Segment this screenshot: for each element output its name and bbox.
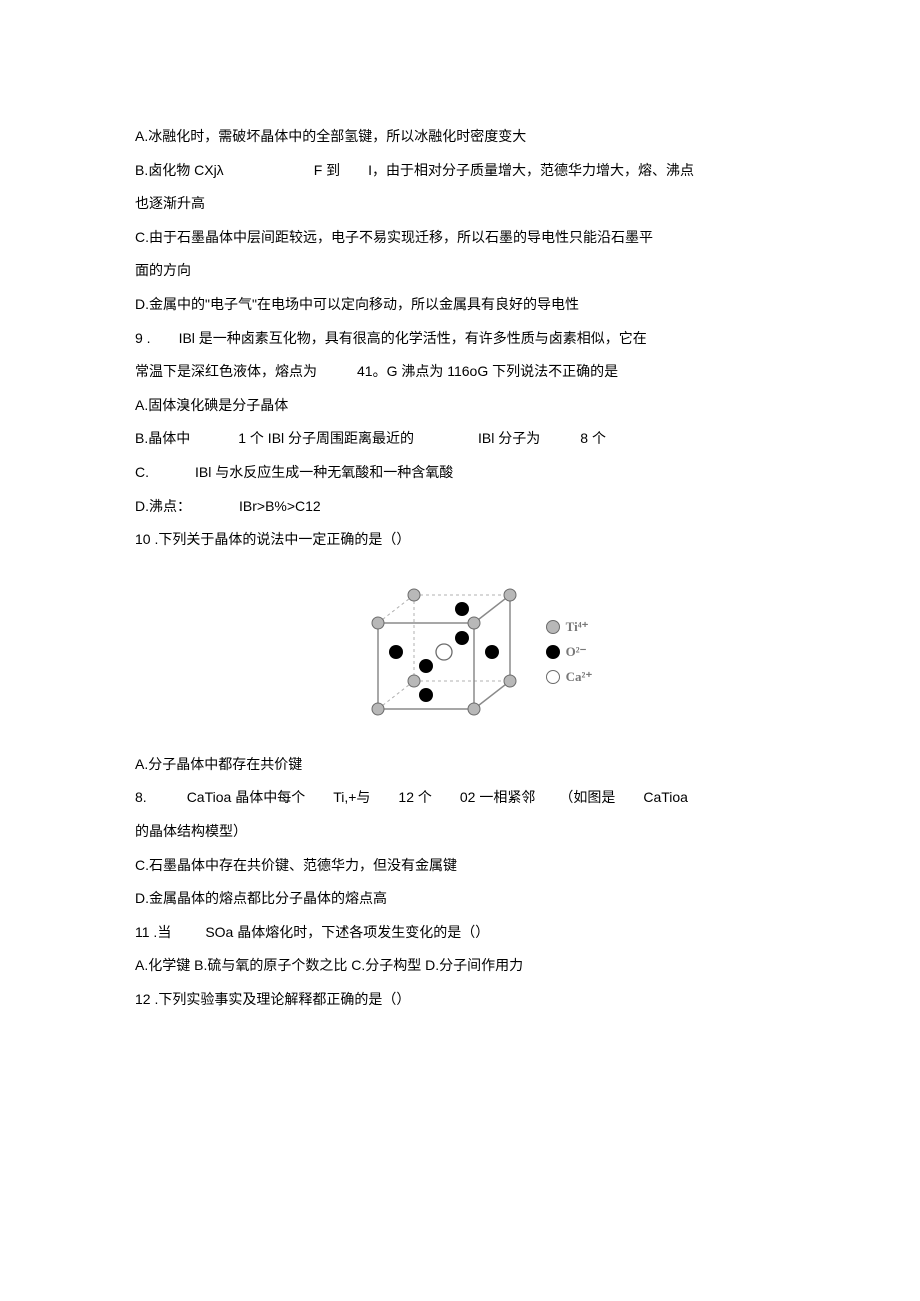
text-span: I，由于相对分子质量增大，范德华力增大，熔、沸点: [368, 162, 694, 178]
text-span: IBl 与水反应生成一种无氧酸和一种含氧酸: [195, 464, 453, 480]
q11-number: 11 .当: [135, 924, 171, 940]
legend-ca-icon: [546, 670, 560, 684]
text-span: 8.: [135, 789, 147, 805]
question-10: 10 .下列关于晶体的说法中一定正确的是（）: [135, 523, 785, 557]
crystal-cube-diagram: [358, 585, 528, 720]
option-c-q8-line1: C.由于石墨晶体中层间距较远，电子不易实现迁移，所以石墨的导电性只能沿石墨平: [135, 221, 785, 255]
question-9-line1: 9 . IBl 是一种卤素互化物，具有很高的化学活性，有许多性质与卤素相似，它在: [135, 322, 785, 356]
text-span: IBl 分子为: [478, 430, 540, 446]
question-11: 11 .当 SOa 晶体熔化时，下述各项发生变化的是（）: [135, 916, 785, 950]
option-d-q9: D.沸点： IBr>B%>C12: [135, 490, 785, 524]
text-span: CaTioa 晶体中每个: [187, 789, 306, 805]
legend-ca: Ca²⁺: [546, 667, 593, 688]
text-span: D.沸点：: [135, 498, 191, 514]
crystal-figure-wrap: Ti⁴⁺ O²⁻ Ca²⁺: [135, 585, 785, 720]
q11-text: SOa 晶体熔化时，下述各项发生变化的是（）: [205, 924, 489, 940]
legend-o-icon: [546, 645, 560, 659]
q11-options: A.化学键 B.硫与氧的原子个数之比 C.分子构型 D.分子间作用力: [135, 949, 785, 983]
option-b-q10-line2: 的晶体结构模型）: [135, 815, 785, 849]
option-a-q9: A.固体溴化碘是分子晶体: [135, 389, 785, 423]
option-a-q10: A.分子晶体中都存在共价键: [135, 748, 785, 782]
q12-text: 12 .下列实验事实及理论解释都正确的是（）: [135, 991, 410, 1007]
text-span: B.晶体中: [135, 430, 190, 446]
option-b-q9: B.晶体中 1 个 IBl 分子周围距离最近的 IBl 分子为 8 个: [135, 422, 785, 456]
q9-number: 9 .: [135, 322, 151, 356]
option-b-q8-line1: B.卤化物 CXjλ F 到 I，由于相对分子质量增大，范德华力增大，熔、沸点: [135, 154, 785, 188]
q9-text2a: 常温下是深红色液体，熔点为: [135, 363, 317, 379]
option-b-q8-line2: 也逐渐升高: [135, 187, 785, 221]
text-span: 8 个: [580, 430, 606, 446]
legend-o-label: O²⁻: [566, 642, 587, 663]
option-d-q10: D.金属晶体的熔点都比分子晶体的熔点高: [135, 882, 785, 916]
text-span: C.: [135, 464, 149, 480]
legend-ti: Ti⁴⁺: [546, 617, 593, 638]
option-c-q10: C.石墨晶体中存在共价键、范德华力，但没有金属键: [135, 849, 785, 883]
option-c-q9: C. IBl 与水反应生成一种无氧酸和一种含氧酸: [135, 456, 785, 490]
option-a-q8: A.冰融化时，需破坏晶体中的全部氢键，所以冰融化时密度变大: [135, 120, 785, 154]
option-d-q8: D.金属中的"电子气"在电场中可以定向移动，所以金属具有良好的导电性: [135, 288, 785, 322]
text-span: B.卤化物 CXjλ: [135, 162, 224, 178]
question-12: 12 .下列实验事实及理论解释都正确的是（）: [135, 983, 785, 1017]
question-9-line2: 常温下是深红色液体，熔点为 41。G 沸点为 116oG 下列说法不正确的是: [135, 355, 785, 389]
text-span: Ti,+与: [333, 789, 370, 805]
text-span: F 到: [314, 162, 340, 178]
text-span: 12 个: [398, 789, 431, 805]
q9-text2b: 41。G 沸点为 116oG 下列说法不正确的是: [357, 363, 618, 379]
legend-ca-label: Ca²⁺: [566, 667, 593, 688]
legend-o: O²⁻: [546, 642, 593, 663]
text-span: 1 个 IBl 分子周围距离最近的: [238, 430, 414, 446]
text-span: 02 一相紧邻: [460, 789, 535, 805]
text-span: IBr>B%>C12: [239, 498, 321, 514]
legend-ti-label: Ti⁴⁺: [566, 617, 589, 638]
option-c-q8-line2: 面的方向: [135, 254, 785, 288]
text-span: CaTioa: [643, 789, 688, 805]
q10-text: 10 .下列关于晶体的说法中一定正确的是（）: [135, 531, 410, 547]
q9-text1: IBl 是一种卤素互化物，具有很高的化学活性，有许多性质与卤素相似，它在: [179, 330, 647, 346]
legend-ti-icon: [546, 620, 560, 634]
document-page: A.冰融化时，需破坏晶体中的全部氢键，所以冰融化时密度变大 B.卤化物 CXjλ…: [0, 0, 920, 1301]
option-b-q10-line1: 8. CaTioa 晶体中每个 Ti,+与 12 个 02 一相紧邻 （如图是 CaTioa: [135, 781, 785, 815]
figure-legend: Ti⁴⁺ O²⁻ Ca²⁺: [546, 613, 593, 691]
text-span: （如图是: [559, 789, 615, 805]
